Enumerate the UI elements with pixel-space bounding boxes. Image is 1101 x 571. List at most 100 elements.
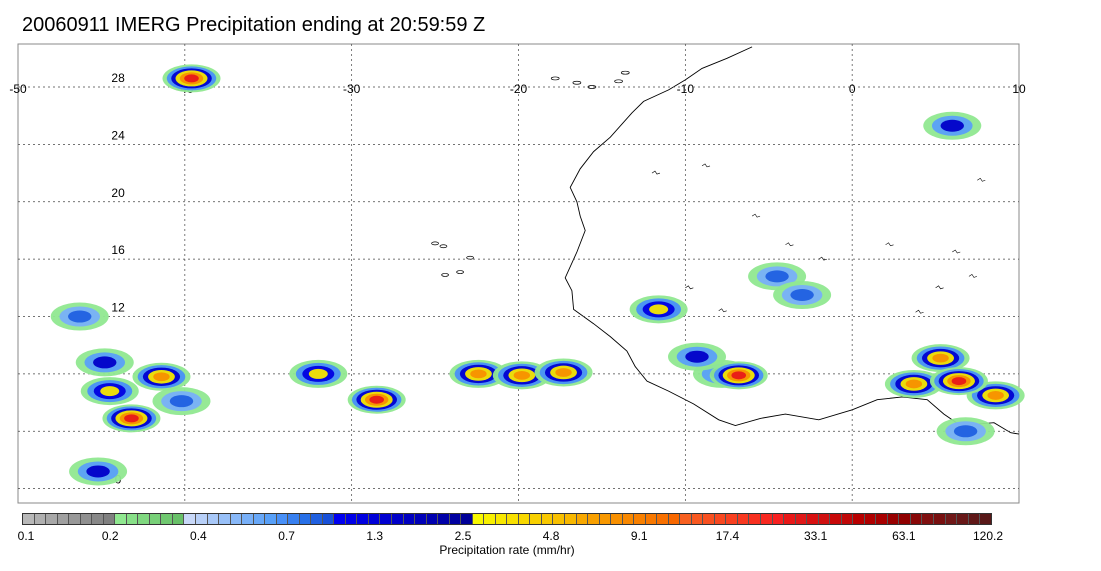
precip-ring (169, 395, 194, 408)
precip-ring (731, 371, 747, 380)
colorbar-cell (46, 514, 58, 524)
lon-tick-label: 10 (1012, 82, 1026, 96)
colorbar-cell (195, 514, 208, 524)
precip-ring (93, 356, 117, 369)
precip-ring (932, 353, 949, 363)
colorbar-cell (749, 514, 761, 524)
precip-cell (69, 457, 128, 486)
colorbar-cell (784, 514, 796, 524)
lon-tick-label: -30 (343, 82, 361, 96)
colorbar-label: Precipitation rate (mm/hr) (439, 543, 575, 557)
colorbar-cell (910, 514, 923, 524)
precip-ring (308, 368, 328, 379)
precip-ring (124, 414, 139, 423)
inland-water (935, 285, 944, 290)
colorbar-tick-label: 9.1 (630, 529, 648, 543)
colorbar-cell (564, 514, 577, 524)
inland-water (915, 309, 924, 314)
colorbar-cell (472, 514, 485, 524)
colorbar (22, 513, 992, 525)
precip-cell (534, 358, 593, 387)
colorbar-cell (761, 514, 773, 524)
precip-cell (929, 367, 988, 396)
lat-tick-label: 12 (111, 301, 125, 315)
precip-cell (629, 295, 688, 324)
precip-cell (289, 359, 348, 388)
colorbar-cell (691, 514, 704, 524)
colorbar-tick-label: 0.4 (190, 529, 207, 543)
inland-water (818, 256, 827, 261)
inland-water (651, 170, 661, 175)
precip-cell (132, 362, 191, 391)
precip-ring (184, 74, 199, 83)
colorbar-cell (322, 514, 335, 524)
inland-water (685, 285, 694, 290)
colorbar-cell (138, 514, 150, 524)
precip-cell (773, 281, 832, 310)
colorbar-cell (276, 514, 289, 524)
colorbar-cell (922, 514, 934, 524)
colorbar-cell (149, 514, 162, 524)
inland-water (701, 163, 711, 168)
colorbar-cell (887, 514, 900, 524)
island (431, 241, 439, 246)
colorbar-cell (795, 514, 808, 524)
colorbar-cell (634, 514, 646, 524)
colorbar-tick-label: 63.1 (892, 529, 916, 543)
colorbar-cell (714, 514, 727, 524)
precip-ring (905, 379, 923, 389)
colorbar-cell (161, 514, 173, 524)
coastline (564, 79, 1020, 435)
colorbar-cell (968, 514, 981, 524)
precip-ring (940, 119, 964, 132)
lat-tick-label: 16 (111, 243, 125, 257)
precip-ring (951, 377, 967, 386)
colorbar-cell (945, 514, 958, 524)
island (466, 255, 474, 260)
colorbar-tick-label: 17.4 (715, 529, 740, 543)
lat-tick-label: 24 (111, 128, 125, 142)
precip-ring (790, 289, 814, 302)
colorbar-cell (345, 514, 358, 524)
colorbar-tick-label: 1.3 (366, 529, 384, 543)
colorbar-cell (80, 514, 93, 524)
colorbar-cell (23, 514, 35, 524)
colorbar-cell (495, 514, 508, 524)
colorbar-cell (622, 514, 635, 524)
precip-cell (162, 64, 221, 93)
colorbar-tick-label: 4.8 (542, 529, 560, 543)
colorbar-cell (611, 514, 623, 524)
colorbar-cell (599, 514, 612, 524)
lat-tick-label: 28 (111, 71, 125, 85)
map-title: 20060911 IMERG Precipitation ending at 2… (22, 14, 486, 36)
colorbar-cell (57, 514, 70, 524)
precip-cell (152, 387, 211, 416)
inland-water (751, 213, 761, 218)
colorbar-tick-label: 0.7 (278, 529, 295, 543)
colorbar-cell (415, 514, 427, 524)
precip-cell (50, 302, 109, 331)
precip-cell (709, 361, 768, 390)
precip-ring (86, 465, 110, 478)
colorbar-cell (668, 514, 681, 524)
precip-ring (555, 368, 572, 377)
colorbar-cell (841, 514, 854, 524)
precip-ring (470, 369, 487, 379)
colorbar-cell (368, 514, 381, 524)
island (550, 76, 560, 81)
precip-ring (100, 386, 120, 397)
colorbar-cell (69, 514, 81, 524)
colorbar-tick-label: 120.2 (972, 529, 1004, 543)
colorbar-cell (219, 514, 231, 524)
colorbar-cell (645, 514, 658, 524)
colorbar-cell (34, 514, 47, 524)
colorbar-cell (357, 514, 369, 524)
precip-cell (347, 385, 406, 414)
inland-water (977, 177, 986, 182)
island (572, 80, 582, 85)
colorbar-cell (461, 514, 473, 524)
lon-tick-label: -50 (9, 82, 27, 96)
precip-ring (765, 270, 789, 283)
colorbar-cell (980, 514, 991, 524)
colorbar-cell (438, 514, 450, 524)
